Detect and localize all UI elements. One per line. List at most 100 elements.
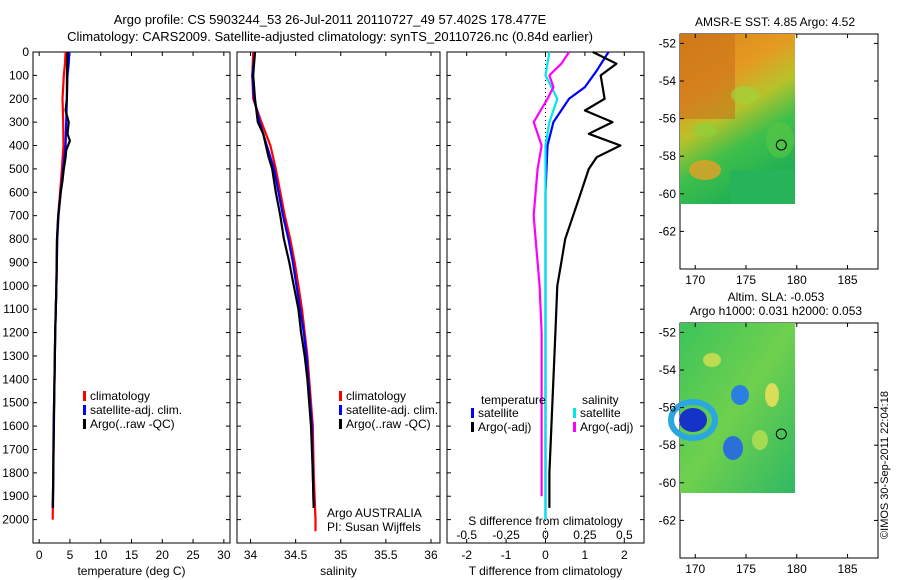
- legend-label: climatology: [346, 389, 406, 403]
- x-tick-label: 25: [186, 548, 200, 562]
- sla-map: 170 175 180 185 -52 -54 -56 -58 -60 -62: [659, 322, 879, 576]
- y-tick-label: 1900: [2, 489, 29, 503]
- annotation-text: PI: Susan Wijffels: [327, 520, 421, 534]
- top-tick-label: 0.5: [616, 528, 633, 542]
- argo-position-marker: [775, 139, 787, 151]
- top-tick-label: 0.25: [573, 528, 597, 542]
- legend-label: climatology: [90, 389, 150, 403]
- y-tick-label: 1400: [2, 372, 29, 386]
- y-tick-label: 100: [9, 68, 29, 82]
- x-tick-label: 15: [125, 548, 139, 562]
- y-tick-label: -52: [659, 325, 677, 339]
- y-tick-label: 0: [22, 45, 29, 59]
- x-tick-label: 180: [787, 273, 807, 287]
- x-tick-label: 36: [424, 548, 438, 562]
- y-tick-label: -58: [659, 438, 677, 452]
- salinity-panel: 34 34.5 35 35.5 36 salinity climatologysatelli…: [236, 51, 441, 578]
- y-tick-label: 1300: [2, 349, 29, 363]
- y-tick-label: -54: [659, 74, 677, 88]
- x-tick-label: 35: [334, 548, 348, 562]
- sla-map-title-line2: Argo h1000: 0.031 h2000: 0.053: [690, 304, 862, 318]
- sst-warm-patch: [680, 34, 735, 119]
- legend-swatch: [573, 422, 576, 432]
- legend-label: Argo(-adj): [478, 420, 531, 434]
- x-tick-label: 185: [838, 562, 858, 576]
- sst-warm-patch: [689, 160, 721, 180]
- sst-map-title: AMSR-E SST: 4.85 Argo: 4.52: [695, 15, 855, 29]
- sla-map-title-line1: Altim. SLA: -0.053: [728, 290, 825, 304]
- series-line-salinity-argo-adj-: [532, 51, 571, 497]
- sla-map-axes: 170 175 180 185 -52 -54 -56 -58 -60 -62: [659, 323, 878, 576]
- sla-high-patch: [765, 383, 779, 407]
- legend-label: Argo(..raw -QC): [90, 417, 175, 431]
- y-tick-label: 600: [9, 185, 29, 199]
- sst-cool-patch: [731, 86, 759, 104]
- series-line-temperature-argo-adj-: [548, 51, 622, 508]
- sst-cool-patch: [693, 123, 717, 137]
- x-tick-label: 34: [244, 548, 258, 562]
- legend-swatch: [83, 405, 86, 415]
- y-tick-label: 900: [9, 255, 29, 269]
- x-axis-label: temperature (deg C): [77, 564, 185, 578]
- legend-label: satellite-adj. clim.: [346, 403, 438, 417]
- chart-title-line1: Argo profile: CS 5903244_53 26-Jul-2011 …: [113, 12, 547, 27]
- y-tick-label: 1500: [2, 396, 29, 410]
- y-tick-label: -54: [659, 363, 677, 377]
- legend-swatch: [83, 419, 86, 429]
- y-tick-label: -60: [659, 187, 677, 201]
- y-tick-label: -52: [659, 36, 677, 50]
- sla-low-patch: [679, 408, 707, 432]
- x-tick-label: 35.5: [374, 548, 398, 562]
- legend-title-salinity: salinity: [582, 393, 619, 407]
- y-tick-label: -60: [659, 476, 677, 490]
- x-tick-label: 2: [621, 548, 628, 562]
- x-tick-label: -2: [461, 548, 472, 562]
- y-tick-label: 1600: [2, 419, 29, 433]
- y-tick-label: 1100: [3, 302, 29, 316]
- y-tick-label: 1800: [2, 466, 29, 480]
- y-tick-label: -58: [659, 149, 677, 163]
- difference-panel: -2 -1 0 1 2 T difference from climatology S di…: [446, 51, 645, 578]
- sla-low-ring: [668, 399, 718, 441]
- sla-field: [680, 323, 795, 493]
- legend-swatch: [339, 405, 342, 415]
- chart-title-line2: Climatology: CARS2009. Satellite-adjuste…: [67, 29, 593, 44]
- x-tick-label: 175: [736, 562, 756, 576]
- legend-swatch: [339, 391, 342, 401]
- y-tick-label: 2000: [2, 513, 29, 527]
- legend-swatch: [471, 408, 474, 418]
- legend-label: satellite-adj. clim.: [90, 403, 182, 417]
- sst-map-axes: 170 175 180 185 -52 -54 -56 -58 -60 -62: [659, 34, 878, 287]
- x-axis-label: T difference from climatology: [469, 564, 623, 578]
- series-line-temperature-satellite: [544, 51, 610, 520]
- imos-credit: ©IMOS 30-Sep-2011 22:04:18: [879, 391, 891, 539]
- y-tick-label: 400: [9, 139, 29, 153]
- y-tick-label: -56: [659, 401, 677, 415]
- x-tick-label: 0: [542, 548, 549, 562]
- y-tick-label: 1700: [2, 442, 29, 456]
- annotation-text: Argo AUSTRALIA: [327, 506, 422, 520]
- x-tick-label: 175: [736, 273, 756, 287]
- x-tick-label: 34.5: [284, 548, 308, 562]
- legend-label: Argo(-adj): [580, 420, 633, 434]
- legend-label: satellite: [478, 406, 519, 420]
- plot-frame: [236, 51, 441, 544]
- top-tick-label: 0: [542, 528, 549, 542]
- sst-map: 170 175 180 185 -52 -54 -56 -58 -60 -62: [659, 33, 879, 287]
- x-tick-label: 20: [156, 548, 170, 562]
- top-axis-label: S difference from climatology: [468, 514, 623, 528]
- x-tick-label: 30: [217, 548, 231, 562]
- x-tick-label: 0: [36, 548, 43, 562]
- y-tick-label: -62: [659, 224, 677, 238]
- legend-swatch: [83, 391, 86, 401]
- temperature-panel: 0100200300400500600700800900100011001200…: [2, 45, 231, 578]
- sst-green-patch: [730, 170, 795, 204]
- argo-position-marker: [775, 428, 787, 440]
- top-tick-label: -0.5: [456, 528, 477, 542]
- legend-title-temperature: temperature: [481, 393, 546, 407]
- legend-label: satellite: [580, 406, 621, 420]
- y-tick-label: -56: [659, 112, 677, 126]
- series-line-argo-raw-qc-: [51, 51, 72, 508]
- series-line-argo-raw-qc-: [252, 51, 315, 508]
